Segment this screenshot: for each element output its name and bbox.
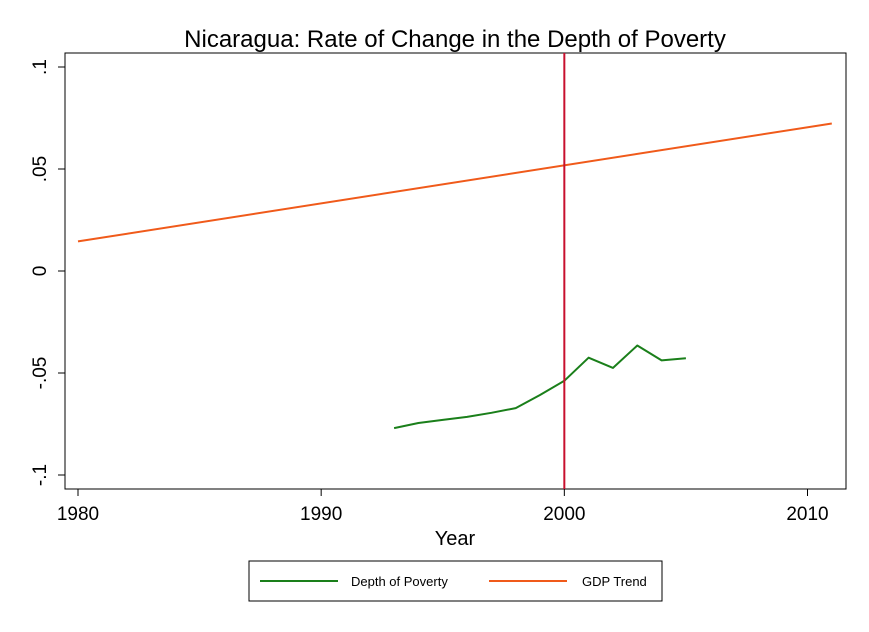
- y-tick-label: 0: [30, 266, 51, 277]
- legend-label: GDP Trend: [582, 574, 647, 589]
- y-tick-label: -.05: [30, 357, 51, 390]
- series-layer: [77, 53, 832, 489]
- depth-of-poverty-line: [393, 344, 686, 430]
- legend: Depth of Poverty GDP Trend: [248, 560, 663, 602]
- legend-label: Depth of Poverty: [351, 574, 448, 589]
- x-axis: 1980 1990 2000 2010: [57, 489, 829, 525]
- chart-title: Nicaragua: Rate of Change in the Depth o…: [184, 26, 726, 53]
- y-tick-label: .1: [30, 59, 51, 75]
- y-tick-label: -.1: [30, 464, 51, 486]
- y-tick-label: .05: [30, 156, 51, 182]
- x-tick-label: 1990: [300, 504, 342, 525]
- y-axis: .1 .05 0 -.05 -.1: [30, 59, 65, 486]
- x-tick-label: 2000: [543, 504, 585, 525]
- x-tick-label: 2010: [786, 504, 828, 525]
- x-tick-label: 1980: [57, 504, 99, 525]
- gdp-trend-line: [77, 122, 832, 243]
- x-axis-label: Year: [435, 528, 476, 550]
